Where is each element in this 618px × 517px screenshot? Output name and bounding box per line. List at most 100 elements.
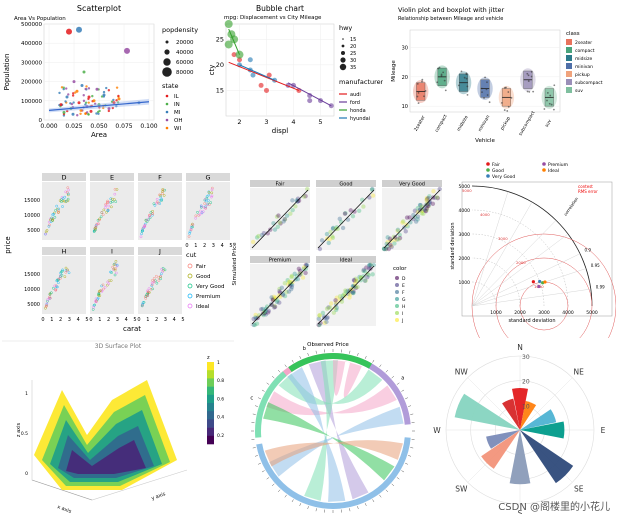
jitter-point <box>507 91 510 93</box>
data-point <box>303 193 308 199</box>
x-axis-label: Area <box>91 131 107 139</box>
y-axis-label: price <box>4 236 12 253</box>
data-point <box>66 268 69 272</box>
radial-tick-label: 20 <box>522 379 530 386</box>
data-point <box>415 209 421 215</box>
jitter-point <box>438 66 441 69</box>
direction-label: NE <box>574 367 585 376</box>
jitter-point <box>530 75 533 78</box>
data-point <box>272 303 277 309</box>
data-point <box>328 229 333 235</box>
data-point <box>93 228 97 232</box>
facet-plot-area <box>138 256 182 314</box>
data-point <box>269 295 274 300</box>
data-point <box>102 287 105 291</box>
correlation-label: 0.9 <box>585 248 592 253</box>
x-tick-label: 5 <box>133 317 136 323</box>
legend-symbol <box>165 102 169 106</box>
jitter-point <box>543 108 546 110</box>
jitter-point <box>503 109 506 111</box>
data-point <box>196 210 199 214</box>
x-axis-label: x axis <box>56 504 72 515</box>
colorbar-segment <box>207 403 214 412</box>
x-tick-label: compact <box>434 113 449 133</box>
data-point <box>190 224 194 227</box>
ring-tick <box>357 352 359 356</box>
data-point <box>297 268 303 274</box>
data-point <box>401 219 406 224</box>
data-point <box>204 199 208 203</box>
legend-label: 60000 <box>176 60 194 66</box>
rms-arc <box>495 257 593 338</box>
data-point <box>102 208 106 212</box>
data-point <box>59 275 62 278</box>
data-point <box>114 200 118 203</box>
facet-label: I <box>111 248 113 256</box>
legend-symbol <box>395 318 399 322</box>
data-point <box>47 220 51 224</box>
data-point <box>350 290 355 295</box>
data-point <box>112 263 116 266</box>
jitter-point <box>423 95 425 98</box>
data-point <box>104 206 107 209</box>
data-point <box>93 102 97 106</box>
ring-tick <box>271 483 275 487</box>
data-point <box>110 205 113 209</box>
chart-subtitle: mpg: Displacement vs City Mileage <box>224 15 322 21</box>
ring-tick <box>408 405 412 407</box>
data-point <box>282 293 288 299</box>
data-point <box>284 289 289 295</box>
data-point <box>111 106 114 110</box>
data-point <box>290 198 295 203</box>
data-point <box>93 303 96 307</box>
y-tick-label: 20 <box>402 75 408 81</box>
x-tick-label: 5000 <box>586 310 598 316</box>
data-point <box>94 225 98 229</box>
data-point <box>384 246 389 252</box>
data-point <box>200 211 204 215</box>
polar-bar <box>520 421 565 439</box>
chart-title: 3D Surface Plot <box>95 343 142 350</box>
fit-line-honda <box>228 28 240 55</box>
data-point <box>334 305 339 311</box>
data-point <box>92 304 96 307</box>
y-tick-label: 20 <box>216 61 224 69</box>
data-point <box>289 284 295 290</box>
data-point <box>112 267 116 271</box>
data-point <box>345 291 351 297</box>
data-point <box>271 294 277 299</box>
data-point <box>204 205 207 209</box>
data-point <box>365 274 370 280</box>
data-point <box>95 112 98 115</box>
legend-symbol <box>165 94 169 98</box>
data-point <box>115 99 118 102</box>
fit-line <box>317 265 375 325</box>
data-point <box>106 209 110 213</box>
data-point <box>356 208 362 213</box>
data-point <box>97 294 100 297</box>
data-point <box>44 230 48 234</box>
data-point <box>72 80 76 84</box>
data-point <box>95 87 99 91</box>
legend-symbol <box>566 87 572 93</box>
data-point <box>149 287 153 291</box>
data-point <box>56 285 59 289</box>
data-point <box>353 276 358 282</box>
polar-bar <box>502 398 520 430</box>
bubble-chart-panel: Bubble chart mpg: Displacement vs City Mi… <box>208 2 383 152</box>
facet-label: H <box>62 248 67 256</box>
data-point <box>411 216 416 222</box>
data-point <box>418 207 423 212</box>
data-point <box>48 223 51 227</box>
data-point <box>387 236 393 241</box>
data-point <box>317 313 322 318</box>
data-point <box>46 299 49 303</box>
data-point <box>146 294 149 298</box>
colorbar-segment <box>207 386 214 396</box>
data-point <box>417 208 422 213</box>
data-point <box>57 207 61 211</box>
legend-symbol <box>165 118 169 122</box>
data-point <box>421 211 426 216</box>
data-point <box>334 307 339 312</box>
data-point <box>352 209 357 214</box>
